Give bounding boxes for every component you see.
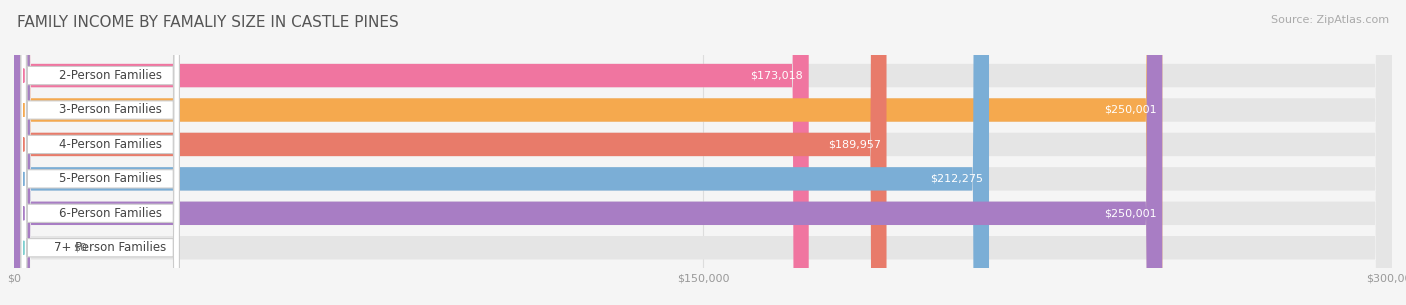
FancyBboxPatch shape: [21, 0, 180, 305]
FancyBboxPatch shape: [14, 0, 887, 305]
Text: $250,001: $250,001: [1104, 208, 1157, 218]
FancyBboxPatch shape: [14, 0, 1392, 305]
FancyBboxPatch shape: [14, 0, 988, 305]
FancyBboxPatch shape: [14, 0, 1392, 305]
Text: FAMILY INCOME BY FAMALIY SIZE IN CASTLE PINES: FAMILY INCOME BY FAMALIY SIZE IN CASTLE …: [17, 15, 399, 30]
FancyBboxPatch shape: [14, 0, 1392, 305]
FancyBboxPatch shape: [14, 0, 808, 305]
FancyBboxPatch shape: [21, 0, 180, 305]
Text: 5-Person Families: 5-Person Families: [59, 172, 162, 185]
FancyBboxPatch shape: [14, 0, 1392, 305]
Text: 4-Person Families: 4-Person Families: [59, 138, 162, 151]
FancyBboxPatch shape: [21, 0, 180, 305]
Text: 7+ Person Families: 7+ Person Families: [53, 241, 166, 254]
Text: $250,001: $250,001: [1104, 105, 1157, 115]
FancyBboxPatch shape: [14, 0, 1163, 305]
FancyBboxPatch shape: [21, 0, 180, 305]
Text: 3-Person Families: 3-Person Families: [59, 103, 162, 117]
Text: $173,018: $173,018: [751, 70, 803, 81]
Text: 6-Person Families: 6-Person Families: [59, 207, 162, 220]
Text: $0: $0: [73, 243, 87, 253]
Text: $189,957: $189,957: [828, 139, 882, 149]
FancyBboxPatch shape: [21, 0, 180, 305]
FancyBboxPatch shape: [21, 0, 180, 305]
Text: Source: ZipAtlas.com: Source: ZipAtlas.com: [1271, 15, 1389, 25]
Text: 2-Person Families: 2-Person Families: [59, 69, 162, 82]
FancyBboxPatch shape: [14, 0, 1163, 305]
Text: $212,275: $212,275: [931, 174, 984, 184]
FancyBboxPatch shape: [14, 0, 1392, 305]
FancyBboxPatch shape: [14, 0, 1392, 305]
